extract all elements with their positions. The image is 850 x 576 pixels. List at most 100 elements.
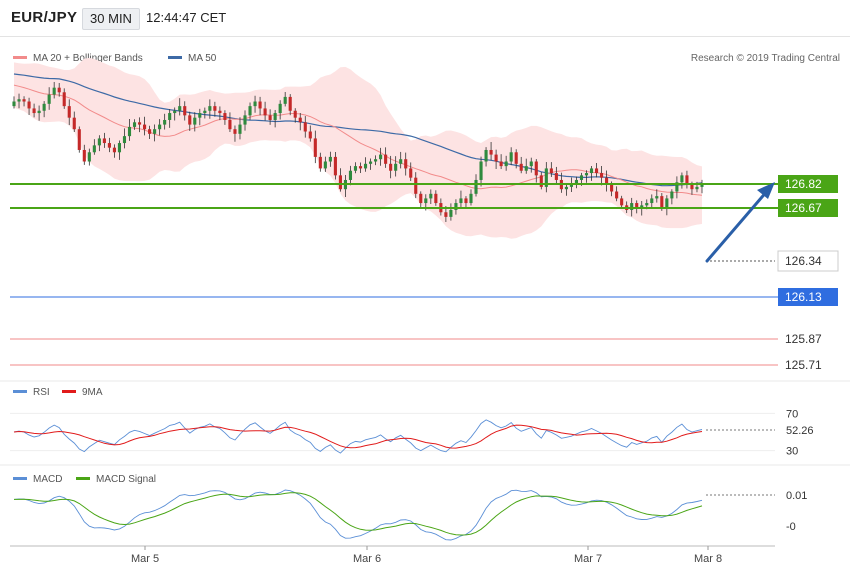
candle-body: [404, 159, 408, 169]
candle-body: [82, 149, 86, 162]
price-panel: [12, 57, 704, 239]
candle-body: [544, 168, 548, 187]
level-tag-support: [778, 288, 838, 306]
candle-body: [248, 106, 252, 116]
candle-body: [690, 184, 694, 190]
header-divider: [0, 36, 850, 37]
candle-body: [574, 179, 579, 185]
candle-body: [92, 145, 96, 153]
candle-body: [153, 129, 157, 134]
candle-body: [143, 124, 147, 130]
candle-body: [358, 166, 363, 169]
rsi-line: [13, 419, 703, 454]
candle-body: [389, 163, 393, 171]
candle-body: [32, 108, 36, 114]
level-label: 125.71: [785, 358, 822, 372]
candle-body: [193, 117, 197, 125]
candle-body: [584, 173, 589, 176]
candle-body: [534, 161, 538, 176]
candle-body: [323, 161, 327, 169]
candle-body: [610, 184, 614, 192]
candle-body: [213, 106, 217, 111]
candle-body: [700, 184, 704, 187]
candle-body: [198, 113, 202, 118]
level-tag-resistance: [778, 175, 838, 193]
candle-body: [363, 163, 368, 169]
rsi-panel: 70 30 52.26: [10, 408, 814, 458]
macd-tick-label: 0.01: [786, 490, 807, 502]
candle-body: [127, 126, 132, 137]
candle-body: [675, 182, 679, 192]
level-label: 126.34: [785, 254, 822, 268]
level-label: 126.13: [785, 290, 822, 304]
candle-body: [429, 193, 433, 199]
candle-body: [293, 110, 297, 118]
rsi-current-label: 52.26: [786, 425, 814, 437]
candle-body: [17, 99, 21, 102]
macd-legend: MACD MACD Signal: [13, 474, 156, 485]
candle-body: [554, 173, 558, 180]
legend-swatch-9ma: [62, 390, 76, 393]
timeframe-button[interactable]: 30 MIN: [82, 8, 140, 30]
candle-body: [188, 115, 192, 125]
candle-body: [464, 198, 468, 204]
candle-body: [484, 149, 488, 162]
current-price-tag: [777, 250, 839, 272]
level-tag-minor: [778, 356, 838, 374]
rsi-tick-label: 70: [786, 408, 798, 420]
candle-body: [494, 154, 498, 162]
candle-body: [42, 103, 46, 111]
candle-body: [218, 110, 222, 114]
candle-body: [449, 209, 453, 217]
candle-body: [660, 196, 664, 208]
currency-pair-title: EUR/JPY: [11, 9, 78, 26]
candle-body: [87, 152, 91, 162]
macd-signal-line: [14, 492, 703, 536]
candle-body: [333, 156, 337, 176]
candle-body: [419, 193, 423, 204]
candle-body: [318, 156, 322, 169]
candle-body: [288, 96, 292, 111]
x-tick-label: Mar 7: [574, 553, 602, 565]
candle-body: [97, 138, 101, 146]
candle-body: [670, 191, 674, 199]
candle-body: [374, 159, 378, 162]
candle-body: [328, 156, 332, 162]
x-tick-label: Mar 5: [131, 553, 159, 565]
candle-body: [313, 138, 317, 157]
legend-swatch-ma20: [13, 56, 27, 59]
level-tag-resistance: [778, 199, 838, 217]
candle-body: [22, 99, 26, 102]
candle-body: [509, 152, 513, 162]
candle-body: [67, 106, 71, 118]
legend-label-macd-signal: MACD Signal: [96, 474, 156, 485]
candle-body: [454, 203, 458, 210]
candle-body: [539, 175, 543, 187]
candle-body: [298, 117, 302, 123]
candle-body: [208, 106, 212, 111]
candle-body: [434, 193, 438, 204]
candle-body: [680, 175, 684, 183]
candle-body: [303, 122, 307, 132]
candle-body: [37, 110, 41, 114]
x-tick-label: Mar 8: [694, 553, 722, 565]
candle-body: [168, 113, 172, 120]
rsi-tick-label: 30: [786, 446, 798, 458]
legend-swatch-macd-signal: [76, 477, 90, 480]
legend-swatch-ma50: [168, 56, 182, 59]
candle-body: [514, 152, 518, 164]
legend-swatch-rsi: [13, 390, 27, 393]
candle-body: [173, 110, 177, 114]
candle-body: [77, 129, 81, 150]
rsi-legend: RSI 9MA: [13, 387, 103, 398]
candle-body: [368, 161, 373, 164]
legend-label-rsi: RSI: [33, 387, 50, 398]
candle-body: [353, 166, 358, 171]
candle-body: [459, 198, 463, 204]
candle-body: [524, 166, 528, 171]
legend-label-macd: MACD: [33, 474, 62, 485]
candle-body: [308, 131, 312, 139]
candle-body: [695, 186, 699, 190]
key-levels: 126.82 126.67 126.34 126.13 125.87 125.71: [10, 175, 839, 374]
